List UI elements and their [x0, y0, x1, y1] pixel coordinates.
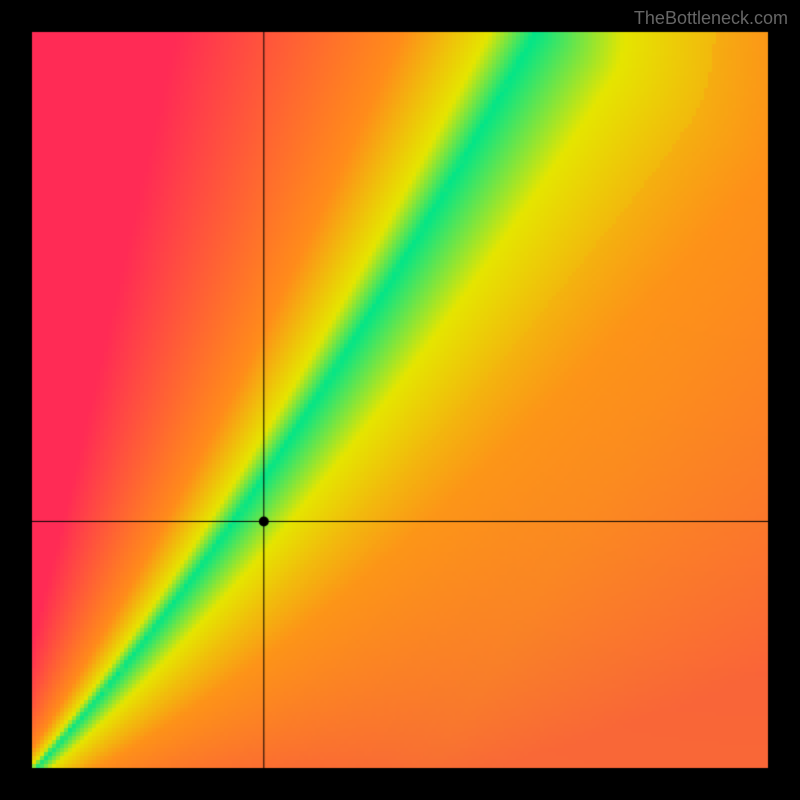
- chart-container: TheBottleneck.com: [0, 0, 800, 800]
- watermark-text: TheBottleneck.com: [634, 8, 788, 29]
- heatmap-canvas: [0, 0, 800, 800]
